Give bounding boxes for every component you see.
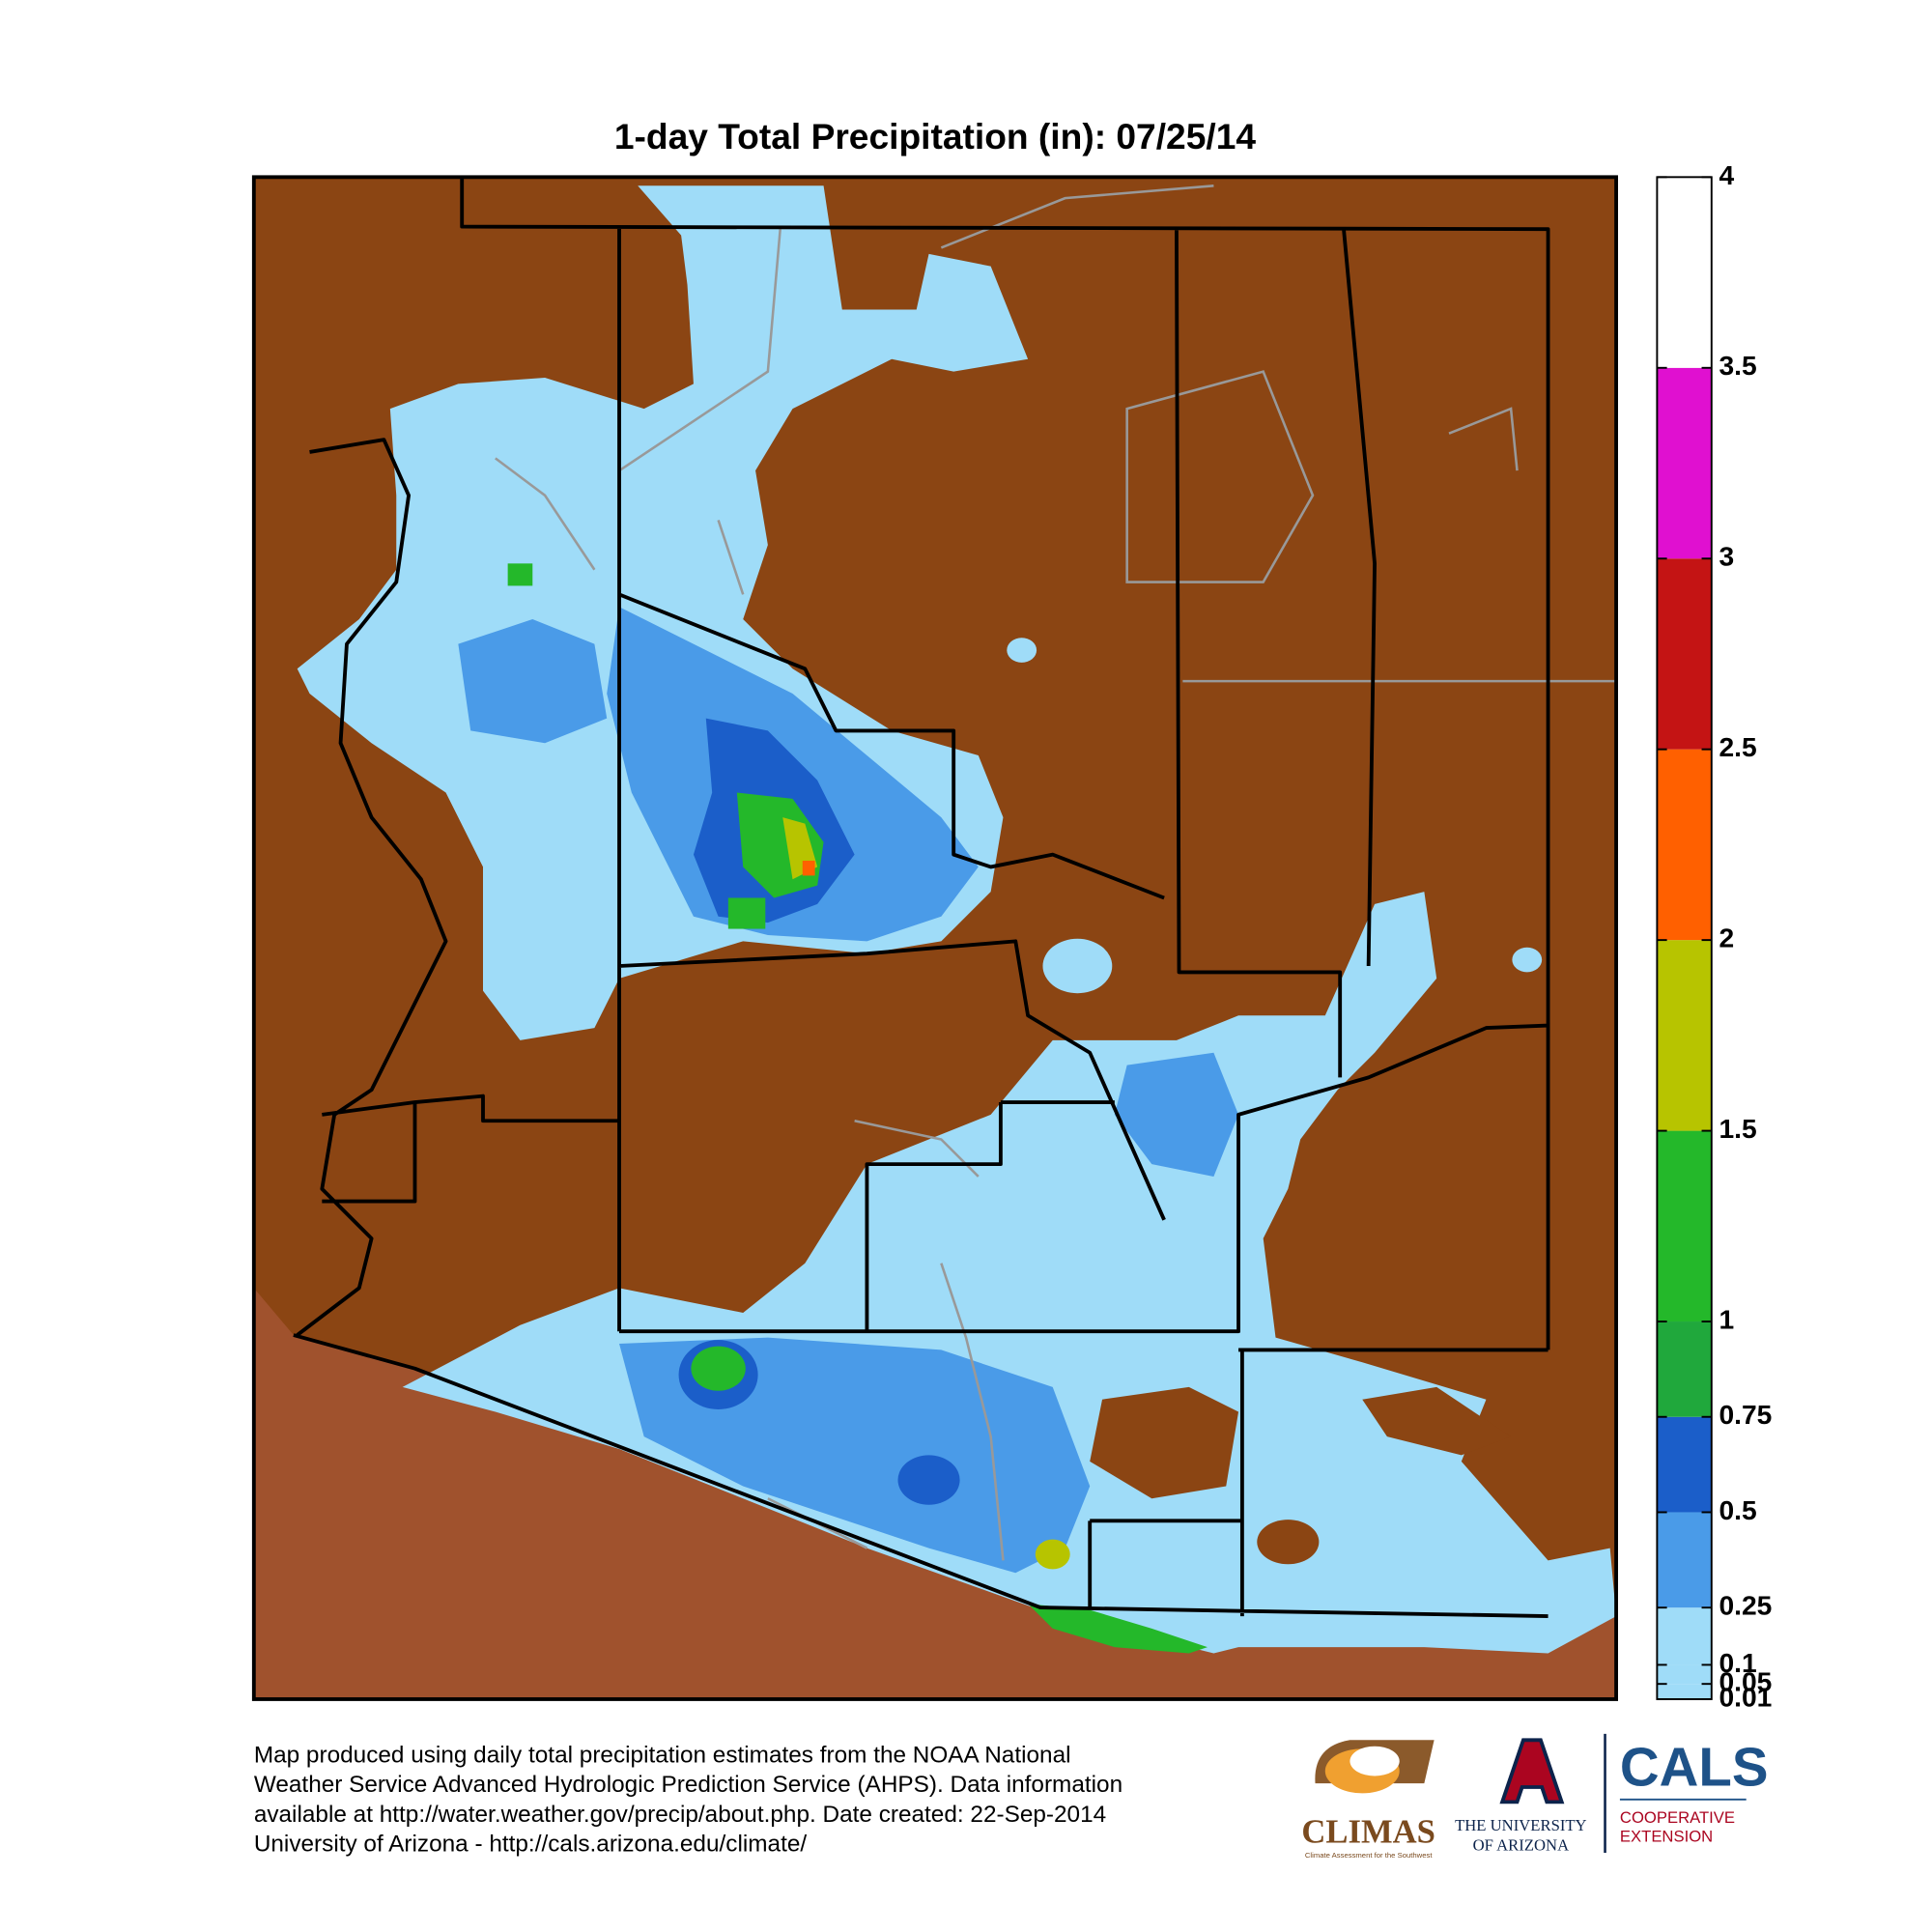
colorbar-band <box>1657 177 1712 368</box>
precip-area <box>1512 947 1543 973</box>
colorbar-band <box>1657 1607 1712 1665</box>
boundary-lines <box>293 177 1617 1618</box>
precip-area <box>1114 1052 1239 1177</box>
precip-area <box>1042 938 1113 994</box>
colorbar: 0.010.050.1 0.25 0.5 0.75 1 1.5 2 2.5 3 3.5 4 <box>1656 159 1772 1712</box>
university-line: OF ARIZONA <box>1473 1835 1569 1854</box>
university-line: THE UNIVERSITY <box>1455 1816 1586 1834</box>
logos: CLIMAS Climate Assessment for the Southw… <box>1301 1733 1769 1860</box>
colorbar-band <box>1657 1512 1712 1608</box>
colorbar-tick-label: 0.1 <box>1719 1647 1756 1678</box>
colorbar-band <box>1657 1664 1712 1685</box>
dry-area <box>1362 1386 1512 1456</box>
cals-line: EXTENSION <box>1620 1827 1713 1845</box>
colorbar-frame <box>1656 176 1713 1700</box>
colorbar-tick-label: 0.5 <box>1719 1494 1756 1525</box>
dry-area <box>1090 1386 1239 1499</box>
precip-area <box>691 1346 746 1391</box>
footer-line: University of Arizona - http://cals.ariz… <box>254 1832 808 1858</box>
climas-name: CLIMAS <box>1301 1814 1435 1851</box>
footer-line: Weather Service Advanced Hydrologic Pred… <box>254 1772 1122 1798</box>
university-icon <box>1499 1738 1565 1804</box>
colorbar-tick-label: 1 <box>1719 1303 1734 1334</box>
precip-area <box>1007 638 1037 663</box>
colorbar-tick-label: 0.75 <box>1719 1399 1772 1430</box>
precip-area <box>458 619 608 744</box>
colorbar-band <box>1657 749 1712 941</box>
colorbar-band <box>1657 367 1712 559</box>
colorbar-tick-label: 3 <box>1719 541 1734 572</box>
colorbar-band <box>1657 1416 1712 1513</box>
colorbar-band <box>1657 1684 1712 1699</box>
footer-line: Map produced using daily total precipita… <box>254 1742 1071 1768</box>
map <box>251 175 1618 1701</box>
footer: Map produced using daily total precipita… <box>254 1742 1122 1857</box>
colorbar-band <box>1657 1130 1712 1322</box>
precip-area <box>897 1455 960 1505</box>
precip-area <box>1035 1539 1070 1570</box>
colorbar-band <box>1657 558 1712 750</box>
cals-line: COOPERATIVE <box>1620 1808 1735 1827</box>
colorbar-band <box>1657 1321 1712 1417</box>
map-frame <box>251 175 1618 1701</box>
climas-tagline: Climate Assessment for the Southwest <box>1305 1851 1433 1860</box>
colorbar-band <box>1657 940 1712 1131</box>
colorbar-tick-label: 2 <box>1719 923 1734 953</box>
colorbar-tick-label: 3.5 <box>1719 350 1756 381</box>
mexico-area <box>253 1288 1617 1699</box>
colorbar-tick-label: 0.25 <box>1719 1590 1772 1621</box>
colorbar-tick-label: 0.05 <box>1719 1666 1772 1697</box>
footer-line: available at http://water.weather.gov/pr… <box>254 1802 1106 1828</box>
map-title: 1-day Total Precipitation (in): 07/25/14 <box>614 116 1257 156</box>
climas-icon <box>1350 1746 1400 1776</box>
precip-area <box>802 861 815 876</box>
colorbar-tick-label: 0.01 <box>1719 1681 1772 1712</box>
colorbar-tick-label: 4 <box>1719 159 1734 190</box>
precip-area <box>1028 1604 1208 1654</box>
colorbar-tick-label: 1.5 <box>1719 1113 1756 1144</box>
precip-area <box>727 897 766 929</box>
cals-name: CALS <box>1620 1737 1769 1798</box>
colorbar-tick-label: 2.5 <box>1719 731 1756 762</box>
dry-area <box>1257 1520 1320 1565</box>
precip-area <box>507 563 533 586</box>
